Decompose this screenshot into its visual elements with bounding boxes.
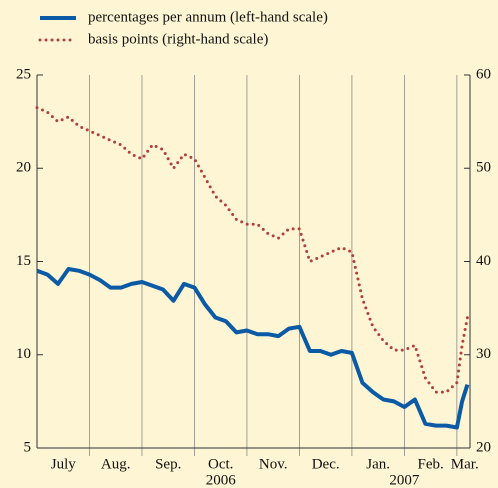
x-tick-label: Aug.: [101, 456, 131, 472]
year-label: 2007: [389, 472, 420, 488]
x-tick-label: Feb.: [418, 456, 444, 472]
x-tick-label: Oct.: [208, 456, 233, 472]
y-tick-label: 10: [16, 346, 31, 362]
x-tick-label: Dec.: [312, 456, 340, 472]
x-tick-label: July: [51, 456, 77, 472]
y2-tick-label: 30: [476, 346, 491, 362]
y2-tick-label: 40: [476, 253, 491, 269]
legend-label: basis points (right-hand scale): [88, 31, 268, 47]
y2-tick-label: 60: [476, 66, 491, 82]
y2-tick-label: 20: [476, 439, 491, 455]
y-tick-label: 5: [24, 439, 32, 455]
x-tick-label: Jan.: [366, 456, 390, 472]
y2-tick-label: 50: [476, 160, 491, 176]
year-label: 2006: [206, 472, 237, 488]
legend-label: percentages per annum (left-hand scale): [88, 9, 328, 25]
y-tick-label: 15: [16, 253, 31, 269]
y-tick-label: 25: [16, 66, 31, 82]
series-line: [36, 267, 470, 430]
x-tick-label: Mar.: [451, 456, 479, 472]
x-tick-label: Sep.: [155, 456, 181, 472]
series-line: [35, 106, 469, 394]
y-tick-label: 20: [16, 160, 31, 176]
x-tick-label: Nov.: [259, 456, 288, 472]
